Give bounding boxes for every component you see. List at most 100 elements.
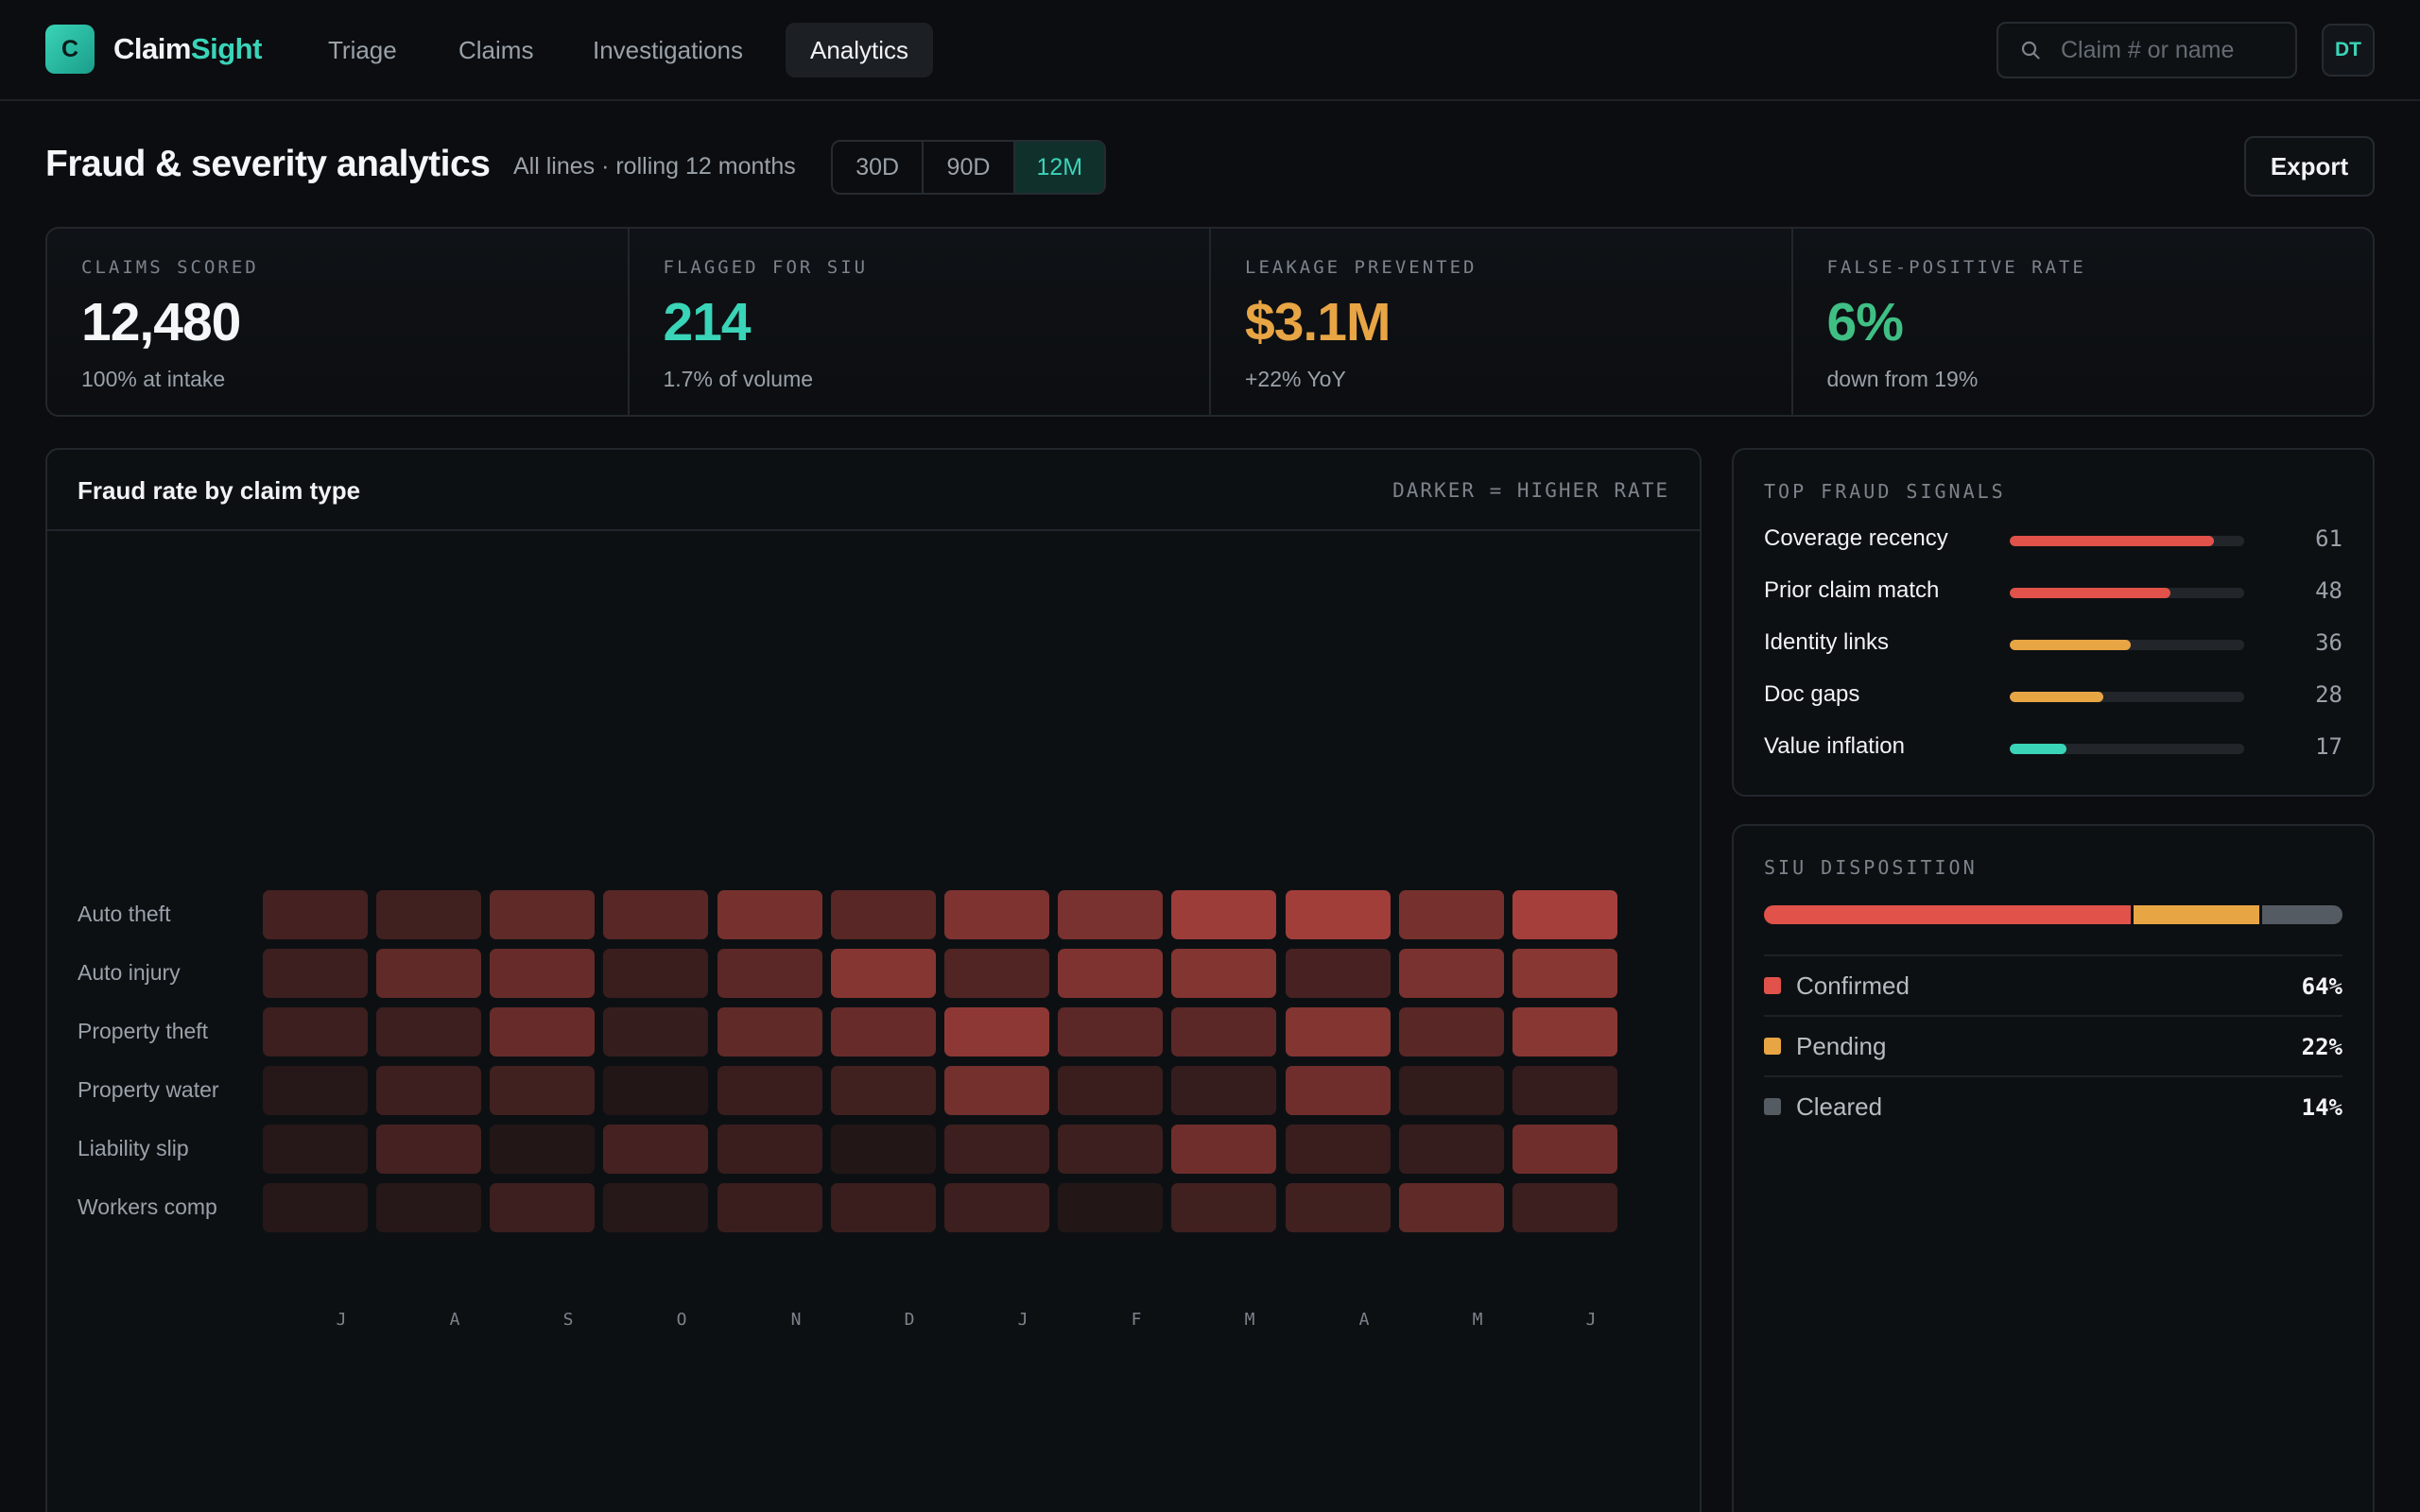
- heatmap-cell[interactable]: [603, 1066, 708, 1115]
- heatmap-cell[interactable]: [490, 1125, 595, 1174]
- heatmap-cell[interactable]: [1058, 1007, 1163, 1057]
- heatmap-cell[interactable]: [717, 1007, 822, 1057]
- heatmap-cell[interactable]: [1171, 1125, 1276, 1174]
- heatmap-cell[interactable]: [717, 949, 822, 998]
- user-avatar[interactable]: DT: [2322, 24, 2375, 77]
- heatmap-cell[interactable]: [831, 890, 936, 939]
- disposition-row: Confirmed 64%: [1764, 954, 2342, 1015]
- range-90d-button[interactable]: 90D: [924, 142, 1015, 193]
- heatmap-cell[interactable]: [717, 1066, 822, 1115]
- heatmap-cell[interactable]: [831, 949, 936, 998]
- nav-investigations[interactable]: Investigations: [593, 35, 743, 64]
- heatmap-cell[interactable]: [490, 1183, 595, 1232]
- heatmap-cell[interactable]: [1512, 890, 1617, 939]
- heatmap-cell[interactable]: [490, 949, 595, 998]
- month-label: J: [1585, 1310, 1597, 1330]
- heatmap-cell[interactable]: [944, 890, 1049, 939]
- heatmap-cell[interactable]: [376, 1183, 481, 1232]
- signal-bar-track: [2010, 692, 2244, 702]
- heatmap-cell[interactable]: [1171, 1066, 1276, 1115]
- heatmap-cell[interactable]: [1058, 1183, 1163, 1232]
- heatmap-cell[interactable]: [1399, 1007, 1504, 1057]
- heatmap-cell[interactable]: [603, 890, 708, 939]
- heatmap-cell[interactable]: [263, 1066, 368, 1115]
- heatmap-cell[interactable]: [1399, 1066, 1504, 1115]
- heatmap-cell[interactable]: [1512, 1066, 1617, 1115]
- heatmap-cell[interactable]: [944, 1007, 1049, 1057]
- siu-disposition-card: SIU DISPOSITION Confirmed 64% Pending 22% Cl…: [1732, 824, 2375, 1512]
- heatmap-cell[interactable]: [831, 1066, 936, 1115]
- search-icon: [2021, 41, 2040, 60]
- heatmap-cell[interactable]: [490, 1007, 595, 1057]
- heatmap-cell[interactable]: [1512, 1007, 1617, 1057]
- heatmap-cell[interactable]: [1286, 890, 1391, 939]
- heatmap-cell[interactable]: [831, 1125, 936, 1174]
- kpi-claims-scored: CLAIMS SCORED 12,480 100% at intake: [47, 229, 630, 415]
- heatmap-cell[interactable]: [1058, 1125, 1163, 1174]
- heatmap-cell[interactable]: [944, 1125, 1049, 1174]
- heatmap-cell[interactable]: [1171, 890, 1276, 939]
- heatmap-cell[interactable]: [1512, 1183, 1617, 1232]
- heatmap-cell[interactable]: [1286, 949, 1391, 998]
- heatmap-cell[interactable]: [263, 949, 368, 998]
- kpi-note: +22% YoY: [1245, 367, 1346, 391]
- heatmap-cell[interactable]: [717, 890, 822, 939]
- heatmap-cell[interactable]: [944, 949, 1049, 998]
- heatmap-cell[interactable]: [1399, 949, 1504, 998]
- search-box[interactable]: [1996, 22, 2297, 78]
- heatmap-cell[interactable]: [1286, 1066, 1391, 1115]
- nav-triage[interactable]: Triage: [328, 35, 397, 64]
- nav-claims[interactable]: Claims: [458, 35, 534, 64]
- heatmap-cell[interactable]: [1512, 949, 1617, 998]
- heatmap-cell[interactable]: [717, 1125, 822, 1174]
- heatmap-cell[interactable]: [1286, 1125, 1391, 1174]
- signal-bar-track: [2010, 744, 2244, 754]
- heatmap-cell[interactable]: [376, 890, 481, 939]
- heatmap-cell[interactable]: [944, 1183, 1049, 1232]
- heatmap-cell[interactable]: [376, 1007, 481, 1057]
- range-12m-button[interactable]: 12M: [1014, 142, 1104, 193]
- heatmap-cell[interactable]: [263, 1007, 368, 1057]
- heatmap-cell[interactable]: [1058, 949, 1163, 998]
- heatmap-cell[interactable]: [490, 890, 595, 939]
- heatmap-cell[interactable]: [263, 1183, 368, 1232]
- heatmap-cell[interactable]: [1512, 1125, 1617, 1174]
- heatmap-cell[interactable]: [1171, 1007, 1276, 1057]
- heatmap-cell[interactable]: [831, 1183, 936, 1232]
- export-button[interactable]: Export: [2244, 136, 2375, 197]
- page-title: Fraud & severity analytics: [45, 144, 491, 184]
- heatmap-cell[interactable]: [1399, 1125, 1504, 1174]
- heatmap-cell[interactable]: [263, 890, 368, 939]
- heatmap-cell[interactable]: [376, 1066, 481, 1115]
- heatmap-cell[interactable]: [944, 1066, 1049, 1115]
- heatmap-cell[interactable]: [1286, 1007, 1391, 1057]
- heatmap-legend: DARKER = HIGHER RATE: [1392, 479, 1669, 502]
- brand-name[interactable]: ClaimSight: [113, 32, 262, 66]
- heatmap-cell[interactable]: [603, 1007, 708, 1057]
- heatmap-cell[interactable]: [603, 1125, 708, 1174]
- heatmap-cell[interactable]: [1399, 890, 1504, 939]
- heatmap-cell[interactable]: [831, 1007, 936, 1057]
- heatmap-cell[interactable]: [1058, 890, 1163, 939]
- month-label: A: [449, 1310, 460, 1330]
- logo-mark[interactable]: C: [45, 25, 95, 74]
- heatmap-cell[interactable]: [376, 1125, 481, 1174]
- heatmap-cell[interactable]: [1399, 1183, 1504, 1232]
- nav-analytics[interactable]: Analytics: [786, 23, 934, 77]
- heatmap-cell[interactable]: [1171, 949, 1276, 998]
- heatmap-cell[interactable]: [717, 1183, 822, 1232]
- month-label: N: [790, 1310, 802, 1330]
- kpi-value: $3.1M: [1245, 292, 1391, 352]
- heatmap-cell[interactable]: [1286, 1183, 1391, 1232]
- heatmap-cell[interactable]: [603, 949, 708, 998]
- heatmap-cell[interactable]: [1058, 1066, 1163, 1115]
- heatmap-cell[interactable]: [603, 1183, 708, 1232]
- kpi-note: 1.7% of volume: [663, 367, 814, 391]
- disposition-name: Confirmed: [1796, 971, 1910, 1000]
- range-30d-button[interactable]: 30D: [833, 142, 925, 193]
- heatmap-cell[interactable]: [376, 949, 481, 998]
- heatmap-cell[interactable]: [1171, 1183, 1276, 1232]
- heatmap-cell[interactable]: [490, 1066, 595, 1115]
- heatmap-cell[interactable]: [263, 1125, 368, 1174]
- search-input[interactable]: [2061, 24, 2288, 77]
